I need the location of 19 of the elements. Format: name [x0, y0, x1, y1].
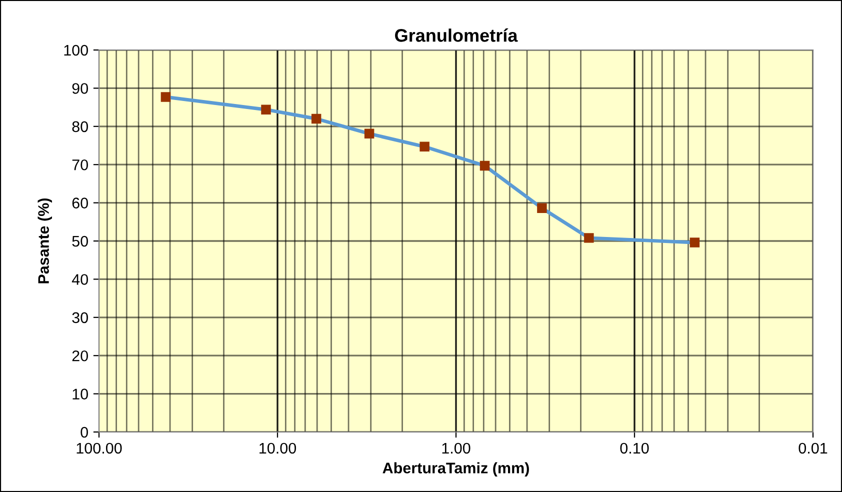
chart-title: Granulometría [395, 28, 518, 42]
x-tick-label: 0.01 [798, 442, 828, 454]
x-axis-title: AberturaTamiz (mm) [382, 462, 529, 476]
y-tick-label: 50 [72, 236, 88, 247]
y-tick-label: 10 [72, 388, 88, 400]
x-tick-label: 10.00 [260, 442, 296, 454]
y-tick-label: 30 [72, 312, 88, 324]
y-tick-label: 60 [72, 198, 88, 208]
y-tick-label: 90 [72, 83, 88, 94]
y-tick-label: 80 [72, 121, 88, 132]
x-tick-label: 1.00 [442, 442, 470, 454]
y-tick-label: 70 [72, 159, 88, 170]
y-tick-label: 40 [72, 274, 88, 285]
x-tick-label: 0.10 [620, 442, 649, 454]
y-tick-label: 100 [64, 44, 88, 56]
y-tick-label: 0 [80, 426, 88, 438]
y-tick-label: 20 [72, 350, 88, 362]
x-tick-label: 100.00 [76, 442, 122, 454]
y-axis-title: Pasante (%) [38, 198, 52, 284]
